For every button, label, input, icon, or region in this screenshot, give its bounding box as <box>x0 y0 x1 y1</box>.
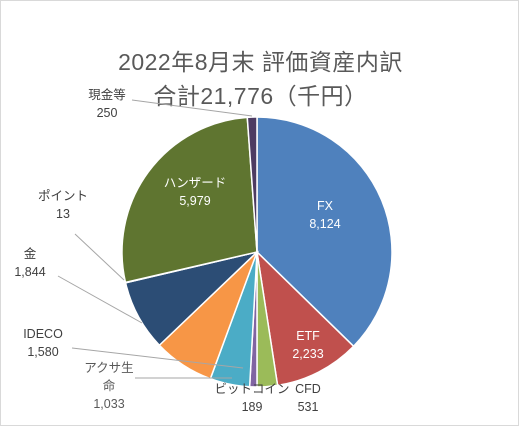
leader-line-6 <box>57 275 143 324</box>
leader-line-7 <box>74 233 125 281</box>
slice-label-3: ビットコイン 189 <box>214 382 289 414</box>
slice-label-5: IDECO 1,580 <box>23 327 63 359</box>
slice-label-6: 金 1,844 <box>14 246 45 279</box>
leader-line-9 <box>131 99 253 117</box>
chart-title: 2022年8月末 評価資産内訳 <box>118 49 403 75</box>
pie-slice-1 <box>255 249 355 387</box>
slice-label-1: ETF 2,233 <box>292 329 323 361</box>
slice-label-0: FX 8,124 <box>309 199 340 231</box>
slice-label-2: CFD 531 <box>295 382 321 414</box>
pie-slice-8 <box>121 116 258 284</box>
slice-label-9: 現金等 250 <box>88 87 126 120</box>
chart-subtitle: 合計21,776（千円） <box>153 83 368 109</box>
slice-label-7: ポイント 13 <box>38 189 88 221</box>
slice-label-4: アクサ生命 1,033 <box>84 361 133 411</box>
slice-label-8: ハンザード 5,979 <box>164 176 227 208</box>
leader-line-5 <box>71 347 244 369</box>
pie-slice-9 <box>246 116 258 253</box>
pie-slice-0 <box>256 116 393 348</box>
